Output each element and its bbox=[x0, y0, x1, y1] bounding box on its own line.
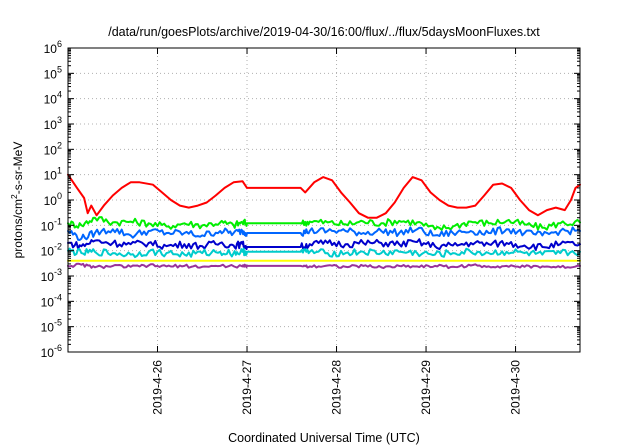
y-tick-label-exp: 5 bbox=[57, 64, 62, 74]
y-tick-label: 100 bbox=[44, 191, 62, 208]
y-tick-label: 106 bbox=[44, 39, 62, 56]
y-tick-label: 10-5 bbox=[41, 318, 62, 335]
y-tick-label: 101 bbox=[44, 166, 62, 183]
y-tick-label-exp: 4 bbox=[57, 90, 62, 100]
y-axis-label: protons/cm2-s-sr-MeV bbox=[9, 142, 25, 259]
y-tick-labels: 10-610-510-410-310-210-11001011021031041… bbox=[41, 39, 62, 360]
y-tick-label-base: 10 bbox=[44, 42, 58, 56]
y-tick-label: 104 bbox=[44, 90, 62, 107]
series-line-3 bbox=[67, 226, 581, 241]
y-tick-label-exp: 2 bbox=[57, 140, 62, 150]
y-tick-label-exp: 0 bbox=[57, 191, 62, 201]
y-tick-label-base: 10 bbox=[44, 118, 58, 132]
y-tick-label-base: 10 bbox=[41, 346, 55, 360]
x-tick-label: 2019-4-27 bbox=[240, 360, 254, 415]
x-tick-label: 2019-4-29 bbox=[419, 360, 433, 415]
y-tick-label-base: 10 bbox=[44, 194, 58, 208]
y-tick-label-exp: -4 bbox=[54, 292, 62, 302]
x-tick-label: 2019-4-28 bbox=[330, 360, 344, 415]
y-tick-label: 10-2 bbox=[41, 242, 62, 259]
y-tick-label: 105 bbox=[44, 64, 62, 81]
y-axis-label-sup: 2 bbox=[9, 194, 19, 199]
y-tick-label-exp: 3 bbox=[57, 115, 62, 125]
series-line-2 bbox=[67, 216, 581, 231]
x-tick-label: 2019-4-30 bbox=[509, 360, 523, 415]
y-tick-label-exp: -3 bbox=[54, 267, 62, 277]
x-tick-label: 2019-4-26 bbox=[151, 360, 165, 415]
y-tick-label-exp: 6 bbox=[57, 39, 62, 49]
y-tick-label-base: 10 bbox=[41, 295, 55, 309]
y-tick-label-base: 10 bbox=[41, 219, 55, 233]
y-tick-label-base: 10 bbox=[41, 245, 55, 259]
series-line-4 bbox=[67, 238, 581, 251]
series-line-5 bbox=[67, 247, 581, 259]
y-tick-label-base: 10 bbox=[41, 321, 55, 335]
x-tick-labels: 2019-4-26 2019-4-27 2019-4-28 2019-4-29 2019… bbox=[151, 360, 523, 415]
y-tick-label-exp: -2 bbox=[54, 242, 62, 252]
y-tick-label: 10-1 bbox=[41, 216, 62, 233]
y-tick-label-base: 10 bbox=[44, 169, 58, 183]
y-axis-label-post: -s-sr-MeV bbox=[11, 142, 25, 195]
y-tick-label: 10-3 bbox=[41, 267, 62, 284]
y-tick-label: 103 bbox=[44, 115, 62, 132]
y-tick-label-base: 10 bbox=[41, 270, 55, 284]
data-series bbox=[67, 173, 581, 270]
y-tick-label-exp: -5 bbox=[54, 318, 62, 328]
y-tick-label-base: 10 bbox=[44, 93, 58, 107]
chart-title: /data/run/goesPlots/archive/2019-04-30/1… bbox=[108, 25, 540, 39]
y-tick-label-base: 10 bbox=[44, 143, 58, 157]
y-tick-label: 102 bbox=[44, 140, 62, 157]
y-tick-label: 10-4 bbox=[41, 292, 62, 309]
series-line-7 bbox=[67, 262, 581, 270]
y-axis-label-pre: protons/cm bbox=[11, 199, 25, 258]
x-axis-label: Coordinated Universal Time (UTC) bbox=[228, 431, 420, 445]
y-tick-label-exp: -1 bbox=[54, 216, 62, 226]
y-tick-label-base: 10 bbox=[44, 67, 58, 81]
y-tick-label: 10-6 bbox=[41, 343, 62, 360]
series-line-1 bbox=[67, 173, 581, 219]
y-tick-label-exp: 1 bbox=[57, 166, 62, 176]
axis-ticks bbox=[68, 47, 580, 353]
y-tick-label-exp: -6 bbox=[54, 343, 62, 353]
